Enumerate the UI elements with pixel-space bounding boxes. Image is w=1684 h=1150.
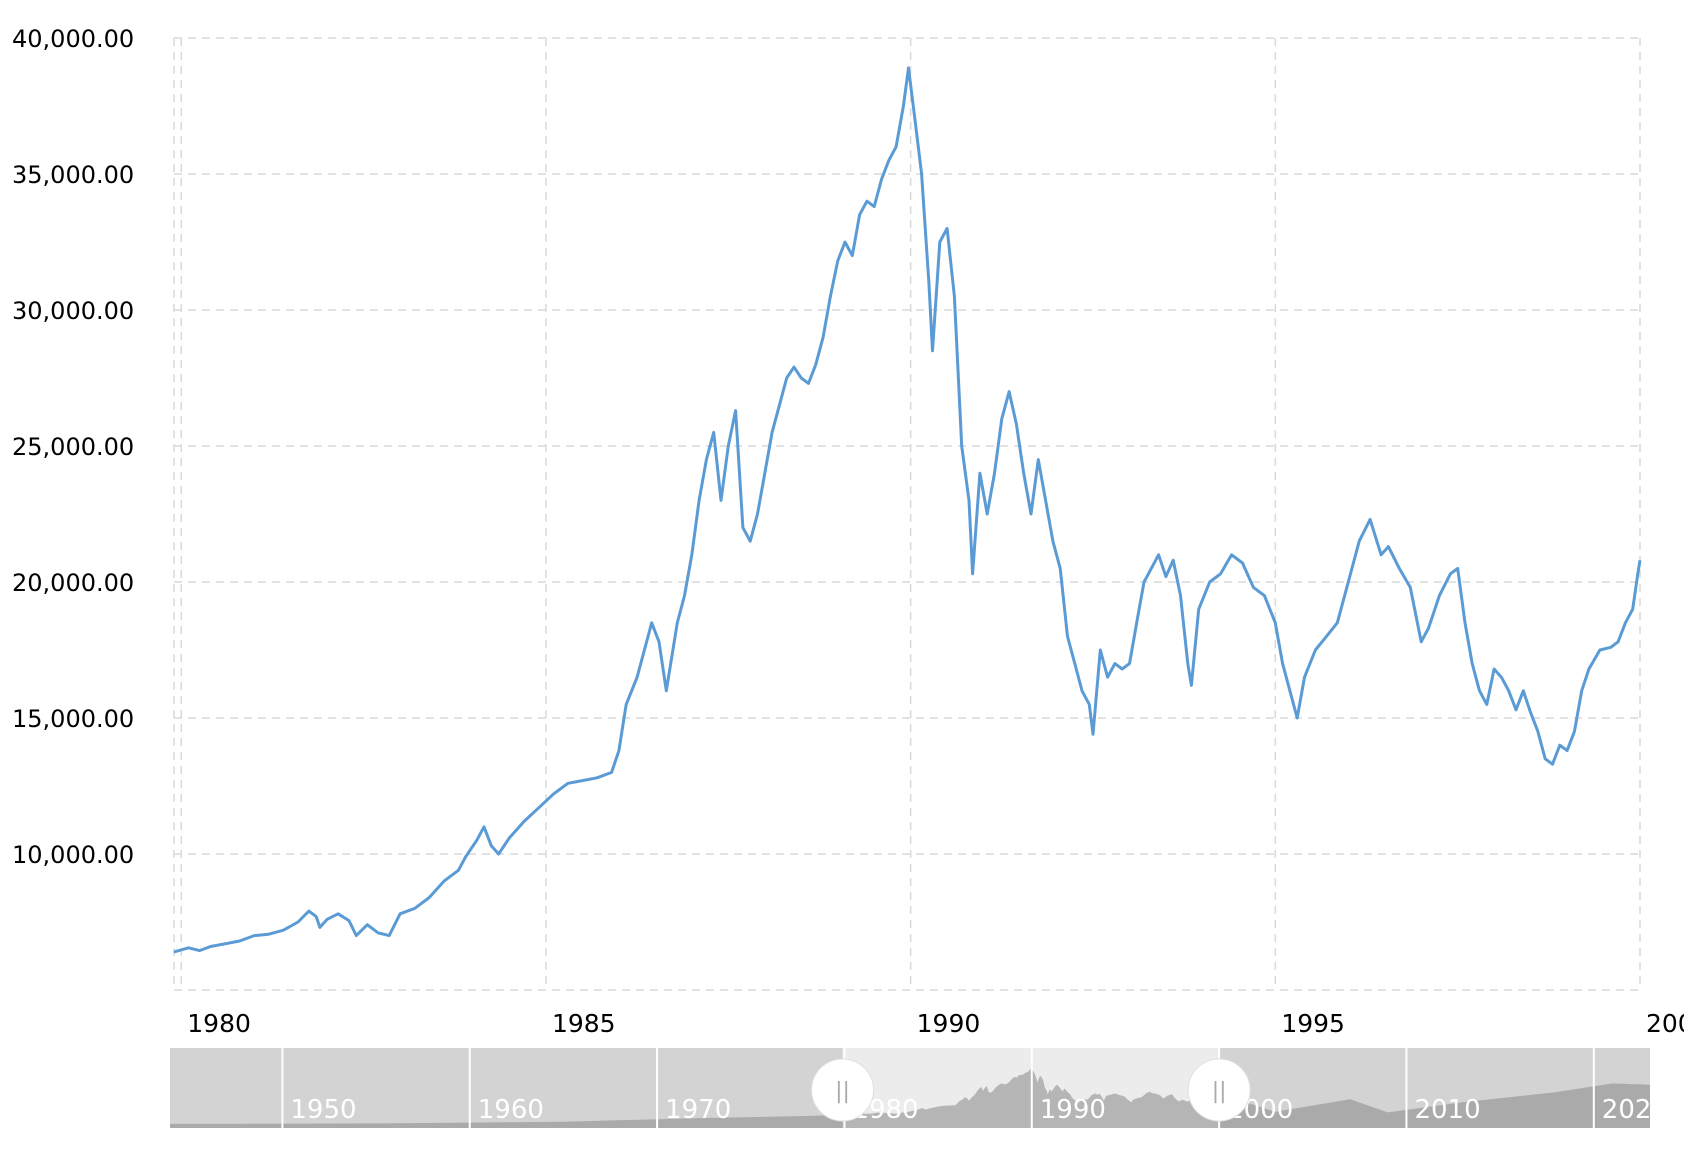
- handle-circle[interactable]: [1187, 1058, 1251, 1122]
- y-tick-label: 40,000.00: [12, 25, 134, 53]
- navigator-left-handle[interactable]: ||: [811, 1058, 875, 1122]
- navigator-tick-label: 1970: [665, 1095, 731, 1125]
- x-tick-label: 1990: [917, 1009, 981, 1038]
- navigator-tick-label: 1990: [1040, 1095, 1106, 1125]
- y-tick-label: 30,000.00: [12, 297, 134, 325]
- y-tick-label: 15,000.00: [12, 705, 134, 733]
- navigator-area: [170, 1067, 1650, 1128]
- navigator-tick-label: 1960: [478, 1095, 544, 1125]
- series: [173, 66, 1642, 954]
- y-tick-label: 35,000.00: [12, 161, 134, 189]
- x-tick-label: 2000: [1646, 1009, 1684, 1038]
- navigator-tick-label: 2010: [1414, 1095, 1480, 1125]
- x-tick-label: 1980: [187, 1009, 251, 1038]
- y-tick-label: 25,000.00: [12, 433, 134, 461]
- navigator-tick-label: 2020: [1602, 1095, 1668, 1125]
- handle-circle[interactable]: [811, 1058, 875, 1122]
- y-tick-label: 10,000.00: [12, 841, 134, 869]
- x-axis: 1980 1985 1990 1995 2000: [187, 1009, 1684, 1038]
- navigator-right-handle[interactable]: ||: [1187, 1058, 1251, 1122]
- navigator-tick-label: 1950: [290, 1095, 356, 1125]
- series-line: [173, 66, 1642, 954]
- handle-grip-icon: ||: [1212, 1079, 1227, 1104]
- y-tick-label: 20,000.00: [12, 569, 134, 597]
- handle-grip-icon: ||: [835, 1079, 850, 1104]
- range-navigator[interactable]: 1950 1960 1970 1980 1990 2000 2010 2020|| ||: [170, 1048, 1668, 1128]
- y-axis: 40,000.00 35,000.00 30,000.00 25,000.00 20,0…: [12, 25, 134, 869]
- grid: [173, 37, 1641, 991]
- x-tick-label: 1985: [552, 1009, 616, 1038]
- x-tick-label: 1995: [1281, 1009, 1345, 1038]
